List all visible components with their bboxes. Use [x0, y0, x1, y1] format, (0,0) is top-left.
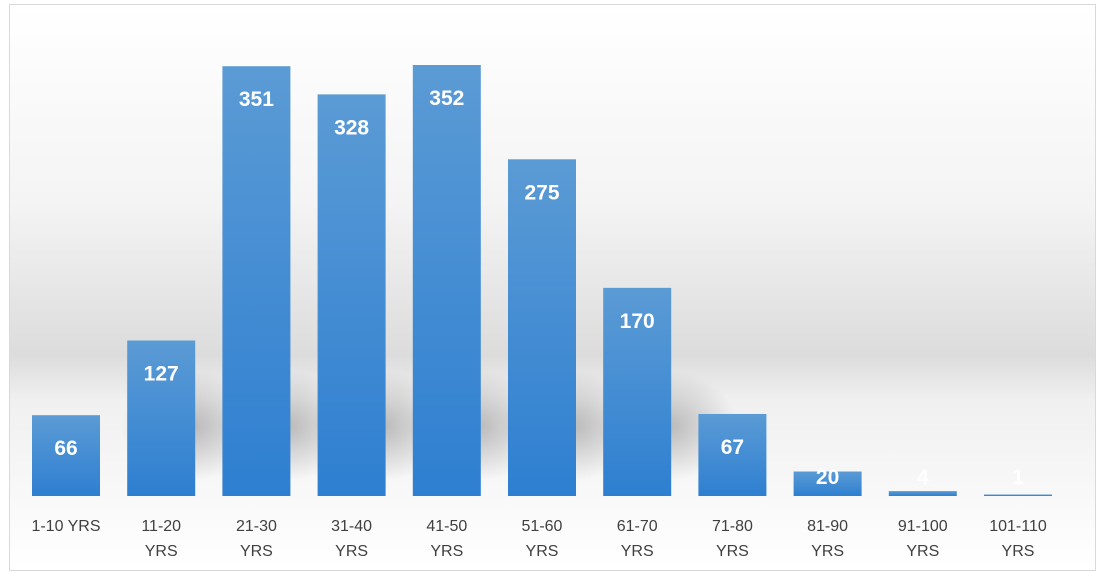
bar	[984, 494, 1052, 496]
bar	[32, 415, 100, 496]
x-tick-labels-group: 1-10 YRS 11-20 YRS 21-30 YRS 31-40 YRS 41-50 YRS…	[31, 518, 1046, 560]
bar	[793, 471, 862, 496]
x-tick-label: 101-110	[989, 518, 1047, 535]
x-tick-label: YRS	[240, 543, 273, 560]
x-tick-label: 31-40	[331, 518, 372, 535]
data-label: 20	[816, 466, 839, 489]
x-tick-label: YRS	[811, 543, 844, 560]
x-tick-label: YRS	[716, 543, 749, 560]
chart-area: 66 127 351 328 352 275 170 67 20 4 1 1-10 YRS 11-20…	[9, 4, 1096, 571]
bar	[508, 159, 576, 496]
x-tick-label: 91-100	[898, 518, 948, 535]
data-label: 328	[334, 116, 369, 139]
x-tick-label: 51-60	[522, 518, 563, 535]
data-label: 127	[144, 362, 179, 385]
x-tick-label: YRS	[430, 543, 463, 560]
x-tick-label: 81-90	[807, 518, 848, 535]
bar-chart: 66 127 351 328 352 275 170 67 20 4 1 1-10 YRS 11-20…	[10, 5, 1095, 570]
x-tick-label: YRS	[621, 543, 654, 560]
bar	[698, 413, 767, 496]
x-tick-label: 11-20	[141, 518, 181, 535]
data-label: 170	[620, 310, 655, 333]
bar	[317, 94, 386, 497]
bar	[222, 66, 291, 496]
bar	[603, 287, 672, 496]
x-tick-label: 21-30	[236, 518, 277, 535]
x-tick-label: YRS	[335, 543, 368, 560]
x-tick-label: 61-70	[617, 518, 658, 535]
data-label: 351	[239, 88, 274, 111]
data-label: 67	[721, 436, 744, 459]
data-label: 4	[917, 466, 929, 489]
bar	[127, 340, 196, 496]
x-tick-label: YRS	[906, 543, 939, 560]
data-label: 352	[429, 87, 464, 110]
data-labels-group: 66 127 351 328 352 275 170 67 20 4 1	[54, 87, 1024, 489]
bars-group	[32, 65, 1052, 497]
data-label: 275	[524, 181, 559, 204]
data-label: 1	[1012, 466, 1024, 489]
x-tick-label: 41-50	[426, 518, 467, 535]
x-tick-label: YRS	[1002, 543, 1035, 560]
bar	[412, 65, 481, 496]
x-tick-label: 71-80	[712, 518, 753, 535]
x-tick-label: 1-10 YRS	[31, 518, 100, 535]
x-tick-label: YRS	[145, 543, 178, 560]
data-label: 66	[54, 437, 77, 460]
x-tick-label: YRS	[526, 543, 559, 560]
bar	[888, 491, 957, 496]
